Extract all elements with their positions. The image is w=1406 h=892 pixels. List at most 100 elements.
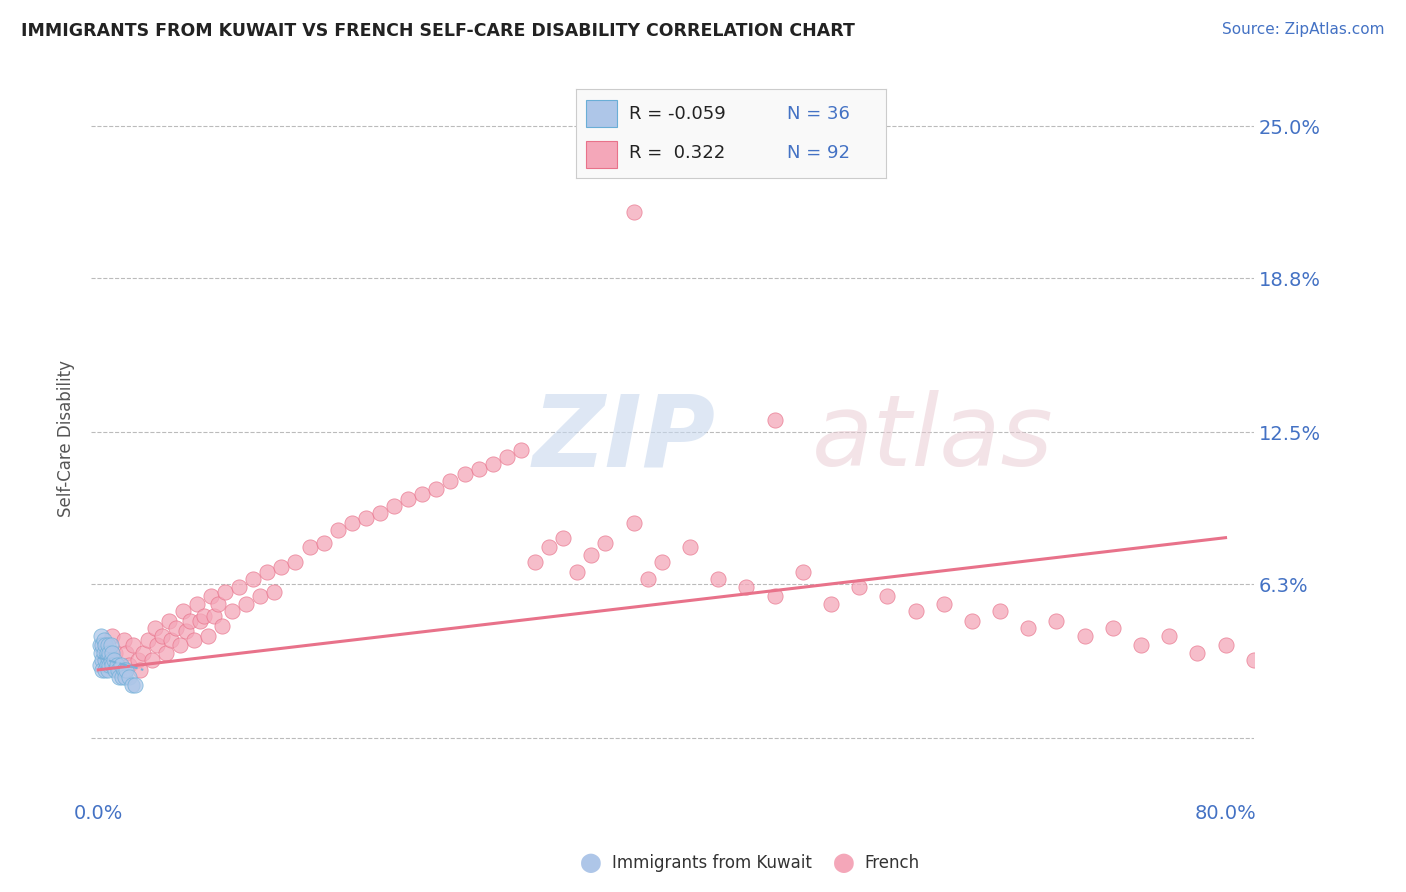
Point — [595, 535, 617, 549]
Point — [211, 619, 233, 633]
Point — [101, 657, 124, 672]
Point — [90, 629, 112, 643]
Point — [97, 650, 120, 665]
Point — [1159, 629, 1181, 643]
Point — [89, 657, 111, 672]
Point — [1073, 629, 1095, 643]
Point — [90, 646, 112, 660]
Point — [98, 646, 121, 660]
Text: N = 92: N = 92 — [787, 145, 849, 162]
Point — [382, 499, 405, 513]
Point — [157, 614, 180, 628]
Text: R = -0.059: R = -0.059 — [628, 105, 725, 123]
Point — [425, 482, 447, 496]
Point — [127, 653, 149, 667]
Point — [1243, 653, 1265, 667]
Point — [256, 565, 278, 579]
Point — [207, 597, 229, 611]
Point — [270, 560, 292, 574]
Point — [179, 614, 201, 628]
Point — [637, 572, 659, 586]
Point — [165, 621, 187, 635]
Point — [94, 639, 117, 653]
Point — [495, 450, 517, 464]
Point — [94, 653, 117, 667]
Point — [411, 486, 433, 500]
Point — [763, 590, 786, 604]
Point — [524, 555, 547, 569]
Point — [101, 646, 124, 660]
Point — [118, 657, 141, 672]
Point — [146, 639, 169, 653]
Point — [122, 639, 145, 653]
Point — [298, 541, 321, 555]
Point — [988, 604, 1011, 618]
Point — [679, 541, 702, 555]
Point — [481, 457, 503, 471]
Point — [115, 646, 138, 660]
Point — [312, 535, 335, 549]
Y-axis label: Self-Care Disability: Self-Care Disability — [58, 360, 75, 517]
Point — [340, 516, 363, 530]
Point — [200, 590, 222, 604]
Point — [651, 555, 673, 569]
Point — [876, 590, 898, 604]
Bar — [586, 100, 617, 127]
Point — [107, 663, 129, 677]
Point — [193, 609, 215, 624]
Point — [108, 663, 131, 677]
Point — [221, 604, 243, 618]
Point — [396, 491, 419, 506]
Point — [242, 572, 264, 586]
Text: French: French — [865, 855, 920, 872]
Point — [100, 639, 122, 653]
Point — [143, 621, 166, 635]
Point — [567, 565, 589, 579]
Point — [112, 663, 135, 677]
Point — [707, 572, 730, 586]
Point — [97, 663, 120, 677]
Point — [186, 597, 208, 611]
Point — [848, 580, 870, 594]
Text: Immigrants from Kuwait: Immigrants from Kuwait — [612, 855, 811, 872]
Point — [136, 633, 159, 648]
Point — [115, 663, 138, 677]
Point — [121, 677, 143, 691]
Point — [904, 604, 927, 618]
Point — [96, 657, 118, 672]
Point — [97, 639, 120, 653]
Point — [101, 629, 124, 643]
Point — [112, 633, 135, 648]
Point — [960, 614, 983, 628]
Point — [453, 467, 475, 481]
Point — [141, 653, 163, 667]
Text: ⬤: ⬤ — [579, 854, 602, 873]
Point — [172, 604, 194, 618]
Point — [284, 555, 307, 569]
Point — [108, 670, 131, 684]
Point — [1045, 614, 1067, 628]
Point — [150, 629, 173, 643]
Point — [104, 663, 127, 677]
Point — [1215, 639, 1237, 653]
Point — [118, 670, 141, 684]
Point — [174, 624, 197, 638]
Point — [94, 639, 117, 653]
Point — [114, 670, 136, 684]
Text: Source: ZipAtlas.com: Source: ZipAtlas.com — [1222, 22, 1385, 37]
Point — [368, 506, 391, 520]
Point — [623, 205, 645, 219]
Point — [214, 584, 236, 599]
Point — [763, 413, 786, 427]
Point — [183, 633, 205, 648]
Point — [735, 580, 758, 594]
Point — [98, 657, 121, 672]
Point — [228, 580, 250, 594]
Point — [439, 475, 461, 489]
Point — [155, 646, 177, 660]
Point — [188, 614, 211, 628]
Point — [202, 609, 225, 624]
Point — [820, 597, 842, 611]
Point — [100, 653, 122, 667]
Point — [510, 442, 533, 457]
